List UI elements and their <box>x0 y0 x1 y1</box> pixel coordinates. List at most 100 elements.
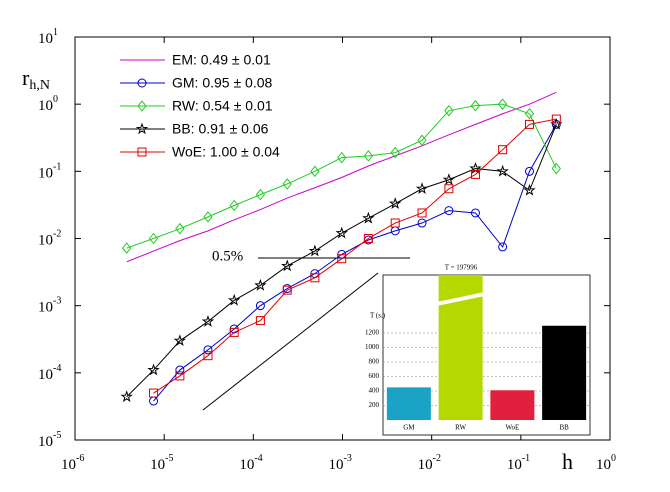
marker <box>470 99 481 112</box>
marker <box>135 122 149 135</box>
y-tick-label: 10-4 <box>38 363 61 383</box>
series-line <box>153 118 557 394</box>
legend-label: GM: 0.95 ± 0.08 <box>172 75 273 91</box>
marker <box>254 278 267 291</box>
x-tick-label: 10-5 <box>150 453 173 473</box>
inset-x-tick-label: BB <box>559 424 569 432</box>
inset-x-tick-label: RW <box>455 424 466 432</box>
marker <box>498 145 508 155</box>
marker <box>524 119 534 129</box>
marker <box>362 211 375 224</box>
marker <box>227 293 241 306</box>
marker <box>282 178 292 190</box>
marker <box>203 351 213 361</box>
marker <box>201 315 215 327</box>
marker <box>282 285 292 295</box>
marker <box>229 199 239 212</box>
bar <box>542 325 587 420</box>
marker <box>496 164 509 177</box>
x-tick-label: 10-3 <box>329 453 352 473</box>
marker <box>551 162 561 175</box>
inset-annotation: T = 197996 <box>445 264 478 272</box>
y-tick-label: 10-2 <box>38 229 61 249</box>
marker <box>281 259 294 272</box>
marker <box>310 273 320 283</box>
y-tick-label: 10-5 <box>38 430 61 450</box>
marker <box>363 150 374 162</box>
marker <box>390 146 400 159</box>
marker <box>137 78 147 88</box>
marker <box>497 98 508 110</box>
marker <box>255 188 266 201</box>
marker <box>388 197 402 209</box>
x-axis-label: h <box>562 449 573 474</box>
marker <box>122 242 132 254</box>
marker <box>337 151 347 164</box>
marker <box>337 254 347 264</box>
marker <box>524 166 534 176</box>
marker <box>523 183 536 196</box>
marker <box>417 208 427 218</box>
marker <box>137 100 147 112</box>
marker <box>470 169 480 179</box>
inset-y-tick-label: 1200 <box>365 329 380 337</box>
marker <box>335 226 348 239</box>
y-tick-label: 10-3 <box>38 296 61 316</box>
marker <box>175 365 185 375</box>
marker <box>444 184 454 194</box>
annotation: 0.5% <box>212 248 243 264</box>
legend-label: WoE: 1.00 ± 0.04 <box>172 144 280 160</box>
marker <box>308 244 322 257</box>
y-tick-label: 101 <box>38 27 58 47</box>
x-tick-label: 10-6 <box>61 453 84 473</box>
marker <box>255 301 265 311</box>
marker <box>524 107 535 120</box>
series-line <box>153 124 557 402</box>
series-line <box>126 91 557 263</box>
marker <box>203 211 213 223</box>
marker <box>444 104 454 117</box>
marker <box>415 182 429 195</box>
inset-y-tick-label: 200 <box>369 401 380 409</box>
marker <box>417 134 427 147</box>
marker <box>442 173 456 185</box>
inset-y-tick-label: 400 <box>369 387 380 395</box>
marker <box>417 218 427 228</box>
marker <box>147 363 160 376</box>
legend-label: RW: 0.54 ± 0.01 <box>172 98 273 114</box>
series-line <box>126 124 557 398</box>
inset-x-tick-label: GM <box>403 424 415 432</box>
inset-y-tick-label: 800 <box>369 358 380 366</box>
marker <box>255 316 265 326</box>
marker <box>175 371 185 381</box>
inset-x-tick-label: WoE <box>505 424 519 432</box>
marker <box>363 234 373 243</box>
x-tick-label: 10-1 <box>507 453 530 473</box>
legend-label: EM: 0.49 ± 0.01 <box>172 52 271 68</box>
y-tick-label: 100 <box>38 94 58 114</box>
marker <box>229 327 239 337</box>
marker <box>175 222 185 235</box>
marker <box>137 147 147 157</box>
marker <box>470 208 480 218</box>
series-line <box>126 103 557 249</box>
inset: T (s.) T = 197996 200 400 600 800 1000 1200 GM… <box>365 264 591 436</box>
bar <box>386 387 431 420</box>
marker <box>203 345 213 355</box>
marker <box>173 334 187 347</box>
marker <box>444 206 454 216</box>
marker <box>551 114 561 124</box>
inset-y-label: T (s.) <box>370 312 386 320</box>
y-axis-label: rh,N <box>22 65 50 93</box>
bar <box>490 390 535 420</box>
marker <box>498 242 508 252</box>
marker <box>148 232 159 245</box>
inset-y-tick-label: 1000 <box>365 343 380 351</box>
x-tick-label: 10-2 <box>418 453 441 473</box>
y-tick-label: 10-1 <box>38 162 61 182</box>
x-tick-label: 100 <box>596 453 616 473</box>
inset-y-tick-label: 600 <box>369 372 380 380</box>
legend-label: BB: 0.91 ± 0.06 <box>172 121 269 137</box>
marker <box>149 388 159 398</box>
